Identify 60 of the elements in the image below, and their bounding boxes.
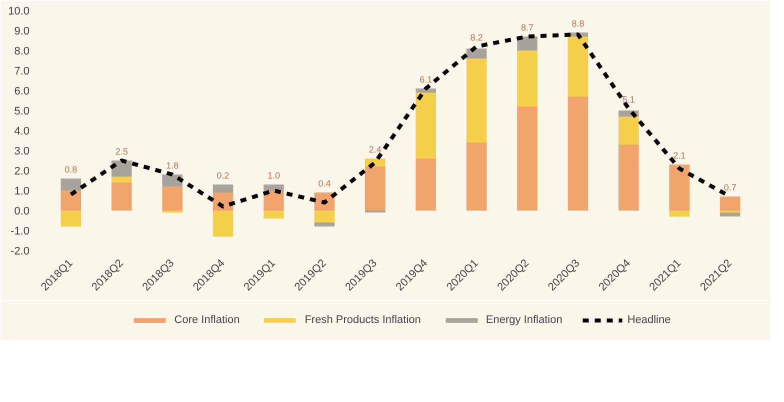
data-label: 8.2 — [470, 32, 483, 42]
bar — [568, 36, 588, 96]
data-label: 0.2 — [216, 170, 230, 180]
bar — [466, 48, 487, 58]
bar — [212, 184, 234, 192]
bar — [60, 178, 82, 190]
bar — [517, 50, 538, 106]
data-label: 2.5 — [115, 146, 128, 156]
bar — [365, 166, 386, 210]
y-tick-label: 1.0 — [14, 186, 30, 198]
data-label: 1.8 — [166, 160, 179, 170]
bar — [669, 164, 690, 210]
bar — [720, 196, 740, 210]
data-label: 1.0 — [267, 170, 280, 180]
bar — [416, 88, 436, 92]
data-label: 0.4 — [318, 178, 331, 188]
legend-label: Core Inflation — [174, 314, 240, 326]
y-tick-label: 7.0 — [14, 66, 30, 78]
data-label: 0.8 — [64, 164, 78, 174]
bar — [212, 210, 234, 236]
bar — [618, 144, 639, 210]
bar — [111, 176, 132, 182]
legend-label: Headline — [627, 314, 671, 326]
legend-label: Energy Inflation — [486, 314, 562, 326]
bar — [568, 96, 588, 210]
y-tick-label: 5.0 — [14, 106, 30, 118]
bar — [60, 190, 82, 210]
data-label: 8.8 — [572, 18, 584, 28]
bar — [264, 210, 284, 218]
data-label: 5.1 — [622, 94, 635, 104]
bar — [517, 106, 538, 210]
data-label: 0.7 — [724, 182, 736, 192]
data-label: 6.1 — [420, 74, 432, 84]
bar — [111, 182, 132, 210]
y-tick-label: 2.0 — [14, 166, 30, 178]
bar — [416, 92, 436, 158]
bar — [416, 158, 436, 210]
y-tick-label: 6.0 — [14, 86, 30, 98]
y-tick-label: 10.0 — [8, 6, 30, 18]
bar — [466, 58, 487, 142]
bar — [618, 116, 639, 144]
y-tick-label: 9.0 — [14, 26, 30, 38]
y-tick-label: -1.0 — [10, 226, 30, 238]
y-tick-label: 4.0 — [14, 126, 30, 138]
data-label: 2.4 — [368, 144, 382, 154]
legend-label: Fresh Products Inflation — [304, 314, 421, 326]
bar — [264, 184, 284, 190]
bar — [314, 222, 335, 226]
y-tick-label: 3.0 — [14, 146, 30, 158]
data-label: 2.1 — [673, 150, 686, 160]
bar — [669, 210, 690, 216]
bar — [314, 210, 335, 222]
bar — [466, 142, 487, 210]
y-tick-label: -2.0 — [10, 246, 30, 258]
bar — [162, 186, 182, 210]
bar — [60, 210, 82, 226]
y-tick-label: 0.0 — [14, 206, 30, 218]
y-tick-label: 8.0 — [14, 46, 30, 58]
data-label: 8.7 — [521, 22, 534, 32]
bar — [720, 212, 740, 216]
